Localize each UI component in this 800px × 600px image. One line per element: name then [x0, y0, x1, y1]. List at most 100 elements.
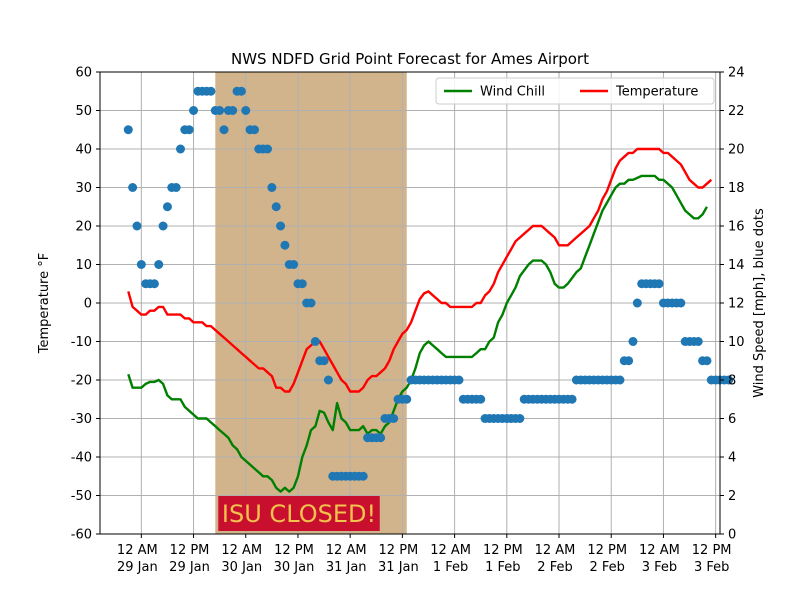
- wind-speed-point: [632, 298, 642, 308]
- x-tick-label-time: 12 PM: [379, 543, 419, 558]
- legend-box: [435, 77, 715, 105]
- x-tick-label-time: 12 PM: [170, 543, 210, 558]
- wind-speed-point: [175, 144, 185, 154]
- right-tick-label: 18: [728, 181, 745, 196]
- wind-speed-point: [123, 125, 133, 135]
- wind-speed-point: [271, 202, 281, 212]
- x-tick-label-date: 30 Jan: [221, 560, 262, 575]
- x-tick-label-date: 3 Feb: [694, 560, 729, 575]
- right-tick-label: 22: [728, 104, 745, 119]
- left-tick-label: -50: [71, 489, 92, 504]
- left-tick-label: 40: [75, 143, 92, 158]
- x-tick-label-time: 12 AM: [117, 543, 158, 558]
- wind-speed-point: [276, 221, 286, 231]
- left-tick-label: -60: [71, 528, 92, 543]
- wind-speed-point: [132, 221, 142, 231]
- x-tick-label-time: 12 PM: [587, 543, 627, 558]
- right-tick-label: 12: [728, 297, 745, 312]
- right-tick-label: 2: [728, 489, 736, 504]
- wind-speed-point: [249, 125, 259, 135]
- x-tick-label-time: 12 PM: [692, 543, 732, 558]
- right-tick-label: 20: [728, 143, 745, 158]
- legend: Wind Chill Temperature: [435, 77, 715, 105]
- wind-speed-point: [402, 394, 412, 404]
- banner-bg: [218, 496, 380, 531]
- left-tick-label: 60: [75, 66, 92, 81]
- temperature-line: [127, 147, 713, 393]
- right-tick-label: 24: [728, 66, 745, 81]
- wind-speed-point: [228, 106, 238, 115]
- x-tick-label-date: 3 Feb: [642, 560, 677, 575]
- wind-speed-point: [171, 183, 181, 192]
- wind-speed-point: [158, 221, 168, 231]
- left-tick-label: -40: [71, 451, 92, 466]
- left-tick-label: 30: [75, 181, 92, 196]
- x-tick-label-time: 12 AM: [430, 543, 471, 558]
- left-tick-label: -30: [71, 412, 92, 427]
- wind-speed-point: [215, 106, 225, 115]
- wind-speed-point: [162, 202, 172, 212]
- left-tick-label: 0: [84, 297, 92, 312]
- wind-speed-point: [319, 356, 329, 366]
- x-tick-label-date: 1 Feb: [485, 560, 520, 575]
- left-axis-label: Temperature °F: [37, 253, 52, 354]
- right-tick-label: 4: [728, 451, 736, 466]
- wind-speed-point: [702, 356, 712, 366]
- wind-speed-point: [389, 414, 399, 423]
- wind-chill-line: [127, 174, 708, 493]
- legend-label: Wind Chill: [480, 85, 545, 100]
- right-axis-label: Wind Speed [mph], blue dots: [752, 208, 767, 398]
- wind-speed-point: [567, 394, 577, 404]
- wind-speed-point: [241, 106, 251, 115]
- axes-layer: -60-50-40-30-20-100102030405060024681012…: [71, 66, 745, 576]
- x-tick-label-date: 2 Feb: [537, 560, 572, 575]
- wind-speed-point: [615, 375, 625, 385]
- x-tick-label-date: 2 Feb: [590, 560, 625, 575]
- left-tick-label: 20: [75, 220, 92, 235]
- x-tick-label-time: 12 AM: [535, 543, 576, 558]
- wind-speed-point: [376, 433, 386, 443]
- wind-speed-point: [128, 183, 138, 192]
- right-tick-label: 10: [728, 335, 745, 350]
- x-tick-label-time: 12 AM: [221, 543, 262, 558]
- wind-speed-point: [289, 260, 299, 269]
- right-tick-label: 0: [728, 528, 736, 543]
- wind-speed-point: [267, 183, 277, 192]
- series-layer: [123, 86, 734, 493]
- wind-speed-point: [676, 298, 686, 308]
- right-tick-label: 16: [728, 220, 745, 235]
- right-tick-label: 14: [728, 258, 745, 273]
- right-tick-label: 8: [728, 374, 736, 389]
- wind-speed-point: [628, 337, 638, 346]
- x-tick-label-date: 29 Jan: [117, 560, 158, 575]
- wind-speed-point: [654, 279, 664, 289]
- chart-title: NWS NDFD Grid Point Forecast for Ames Ai…: [231, 50, 589, 68]
- x-tick-label-date: 1 Feb: [433, 560, 468, 575]
- wind-speed-point: [280, 240, 290, 250]
- wind-speed-point: [454, 375, 464, 385]
- right-tick-label: 6: [728, 412, 736, 427]
- wind-speed-point: [219, 125, 229, 135]
- legend-label: Temperature: [615, 85, 698, 100]
- wind-speed-point: [310, 337, 320, 346]
- wind-speed-point: [358, 471, 368, 481]
- wind-speed-point: [724, 375, 734, 385]
- x-tick-label-time: 12 AM: [326, 543, 367, 558]
- left-tick-label: 50: [75, 104, 92, 119]
- wind-speed-point: [149, 279, 159, 289]
- wind-speed-point: [323, 375, 333, 385]
- grid-layer: [100, 71, 720, 535]
- wind-speed-point: [154, 260, 164, 269]
- left-tick-label: -20: [71, 374, 92, 389]
- x-tick-label-date: 31 Jan: [326, 560, 367, 575]
- x-tick-label-date: 30 Jan: [274, 560, 315, 575]
- left-tick-label: 10: [75, 258, 92, 273]
- wind-speed-point: [306, 298, 316, 308]
- wind-speed-point: [476, 394, 486, 404]
- x-tick-label-time: 12 PM: [274, 543, 314, 558]
- x-tick-label-date: 31 Jan: [378, 560, 419, 575]
- wind-speed-point: [189, 106, 199, 115]
- wind-speed-point: [206, 86, 216, 96]
- wind-speed-point: [624, 356, 634, 366]
- wind-speed-point: [184, 125, 194, 135]
